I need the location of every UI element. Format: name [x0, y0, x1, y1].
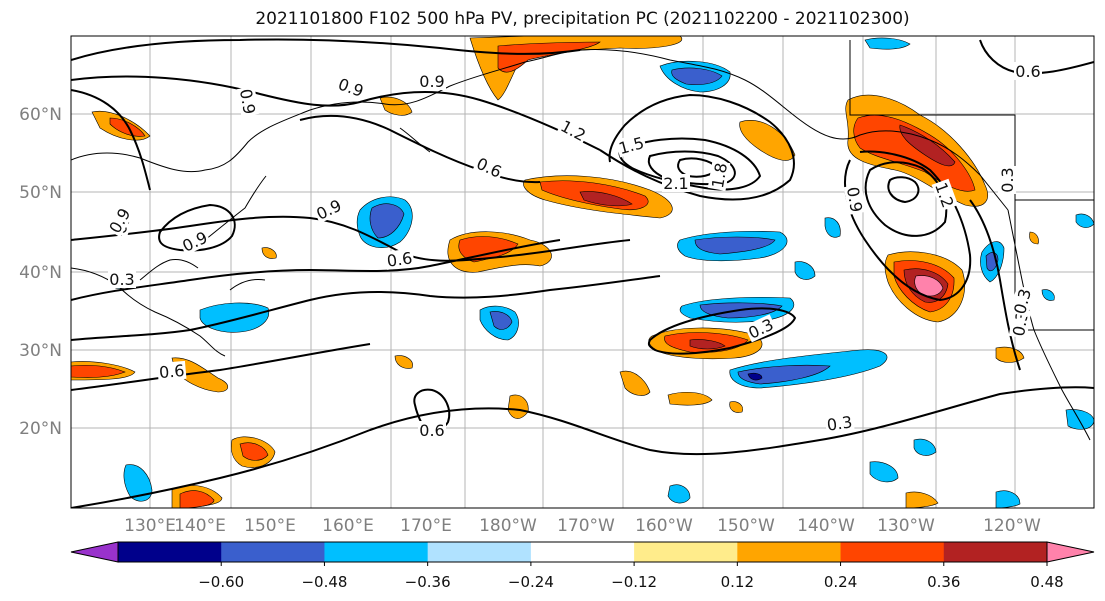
contour-label: 0.9: [843, 185, 866, 213]
contour-label-bg: [998, 166, 1016, 194]
latitude-label: 30°N: [19, 341, 62, 361]
contour-label-bg: [236, 86, 260, 117]
contour-label: 0.9: [419, 72, 444, 91]
latitude-axis: 60°N 50°N 40°N 30°N 20°N: [19, 105, 62, 439]
contour-label-bg: [615, 132, 648, 158]
contour-label-bg: [662, 174, 690, 192]
contour-label-bg: [312, 195, 346, 224]
contour-label-bg: [472, 153, 506, 182]
contour-label-bg: [556, 115, 590, 145]
contour-label-bg: [1014, 62, 1042, 80]
colorbar-tick-label: −0.24: [508, 573, 554, 591]
contour-label: 0.3: [998, 167, 1017, 192]
colorbar-frame: [117, 541, 1048, 563]
longitude-label: 140°W: [797, 516, 855, 536]
contour-label: 0.6: [158, 361, 185, 382]
colorbar-tick-label: 0.24: [824, 573, 857, 591]
contour-label-bg: [104, 203, 135, 238]
map-frame: [70, 35, 1095, 509]
colorbar-tick-label: −0.48: [301, 573, 347, 591]
latitude-label: 50°N: [19, 183, 62, 203]
longitude-label: 130°W: [877, 516, 935, 536]
contour-label-bg: [108, 270, 136, 288]
colorbar-tick-label: −0.36: [405, 573, 451, 591]
longitude-label: 140°E: [174, 516, 226, 536]
colorbar-segment: [221, 542, 325, 562]
contour-label: 0.3: [826, 412, 854, 434]
colorbar-tick-label: −0.12: [611, 573, 657, 591]
latitude-label: 20°N: [19, 419, 62, 439]
latitude-label: 60°N: [19, 105, 62, 125]
colorbar-segment: [840, 542, 945, 562]
contour-label: 0.9: [236, 87, 259, 115]
contour-label-bg: [824, 412, 855, 434]
longitude-label: 170°E: [400, 516, 452, 536]
colorbar-segment: [634, 542, 738, 562]
contour-label: 0.3: [109, 270, 134, 289]
longitude-label: 150°W: [717, 516, 775, 536]
longitude-label: 130°E: [124, 516, 176, 536]
colorbar-tick-label: −0.60: [198, 573, 244, 591]
contour-label: 2.1: [663, 174, 688, 193]
contour-label-bg: [1009, 285, 1035, 318]
colorbar-segment: [427, 542, 532, 562]
contour-label: 0.6: [1015, 62, 1040, 81]
contour-label: 1.8: [708, 161, 731, 189]
longitude-label: 160°W: [635, 516, 693, 536]
colorbar-segment: [118, 542, 222, 562]
contour-label-bg: [707, 160, 731, 191]
colorbar-extend-low: [70, 541, 119, 563]
map-title: 2021101800 F102 500 hPa PV, precipitatio…: [255, 9, 910, 29]
precipitation-shading: [71, 36, 1094, 508]
colorbar: [70, 541, 1095, 563]
contour-label: 0.6: [386, 248, 414, 270]
coastlines: [71, 40, 1094, 441]
contour-label-bg: [418, 72, 446, 90]
colorbar-extend-high: [1046, 541, 1095, 563]
contour-label-bg: [178, 227, 212, 256]
colorbar-segment: [324, 542, 429, 562]
longitude-label: 120°W: [983, 516, 1041, 536]
longitude-label: 170°W: [557, 516, 615, 536]
longitude-label: 150°E: [244, 516, 296, 536]
colorbar-tick-label: 0.36: [927, 573, 960, 591]
colorbar-tick-label: 0.48: [1030, 573, 1063, 591]
contour-label-bg: [418, 421, 446, 439]
colorbar-ticks: −0.60 −0.48 −0.36 −0.24 −0.12 0.12 0.24 0.36 0.4…: [198, 562, 1064, 591]
colorbar-segment: [737, 542, 842, 562]
contour-label-bg: [157, 360, 187, 382]
contour-label: 0.6: [419, 421, 444, 440]
colorbar-tick-label: 0.12: [721, 573, 754, 591]
colorbar-segment: [530, 542, 635, 562]
contour-labels: 0.90.90.61.21.52.11.80.60.90.90.60.90.60…: [104, 62, 1042, 440]
contour-label-bg: [744, 314, 778, 343]
colorbar-segment: [943, 542, 1048, 562]
longitude-label: 180°W: [479, 516, 537, 536]
longitude-label: 160°E: [322, 516, 374, 536]
contour-label-bg: [384, 248, 415, 270]
contour-label-bg: [843, 184, 867, 215]
contour-label-bg: [334, 73, 368, 101]
latitude-label: 40°N: [19, 263, 62, 283]
contour-label-bg: [931, 178, 959, 212]
